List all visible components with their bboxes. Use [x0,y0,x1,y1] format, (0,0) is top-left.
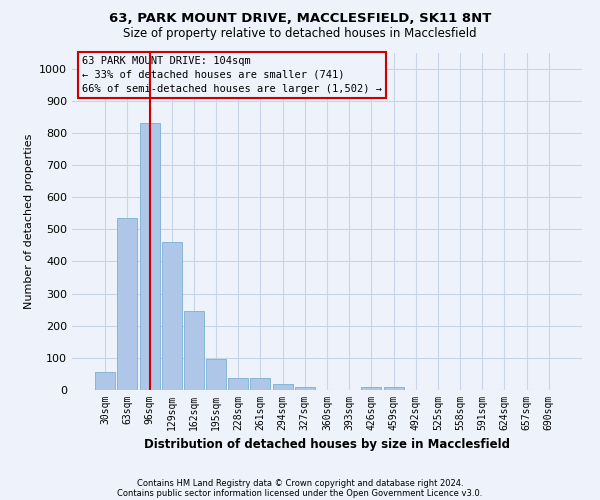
X-axis label: Distribution of detached houses by size in Macclesfield: Distribution of detached houses by size … [144,438,510,452]
Bar [95,372,115,390]
Bar [228,378,248,390]
Bar [140,123,160,390]
Bar [206,359,226,390]
Text: 63 PARK MOUNT DRIVE: 104sqm
← 33% of detached houses are smaller (741)
66% of se: 63 PARK MOUNT DRIVE: 104sqm ← 33% of det… [82,56,382,94]
Y-axis label: Number of detached properties: Number of detached properties [23,134,34,309]
Bar [272,384,293,390]
Text: 63, PARK MOUNT DRIVE, MACCLESFIELD, SK11 8NT: 63, PARK MOUNT DRIVE, MACCLESFIELD, SK11… [109,12,491,26]
Text: Contains HM Land Registry data © Crown copyright and database right 2024.: Contains HM Land Registry data © Crown c… [137,478,463,488]
Bar [118,218,137,390]
Text: Contains public sector information licensed under the Open Government Licence v3: Contains public sector information licen… [118,488,482,498]
Bar [250,378,271,390]
Bar [184,311,204,390]
Bar [361,387,382,390]
Bar [295,387,315,390]
Bar [162,242,182,390]
Text: Size of property relative to detached houses in Macclesfield: Size of property relative to detached ho… [123,28,477,40]
Bar [383,387,404,390]
